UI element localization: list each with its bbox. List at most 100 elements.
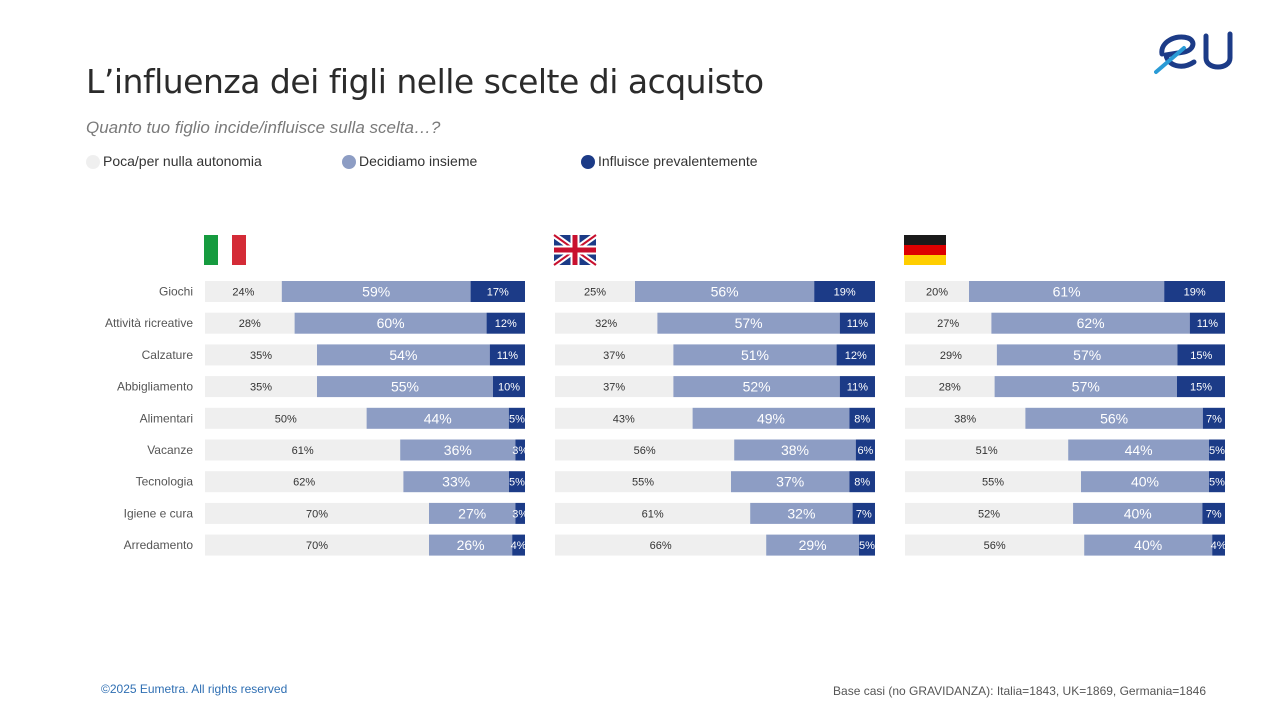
data-label: 8% [854, 413, 870, 425]
data-label: 11% [497, 350, 518, 362]
legend-item-prevalente: Influisce prevalentemente [581, 152, 758, 169]
bar-segment [205, 312, 295, 334]
stacked-bar-chart: Giochi Attività ricreative Calzature Abbigl… [105, 232, 1227, 556]
data-label: 28% [939, 382, 961, 394]
category-label: Calzature [142, 348, 194, 362]
data-label: 61% [642, 508, 664, 520]
bar-segment [555, 281, 635, 302]
bar-segment [509, 471, 525, 493]
data-label: 56% [711, 284, 739, 300]
bar-segment [512, 534, 525, 556]
bar-segment [555, 471, 731, 493]
bar-segment [1209, 439, 1225, 461]
bar-segment [905, 407, 1026, 429]
data-label: 59% [362, 284, 390, 300]
bar-segment [555, 407, 693, 429]
bar-segment [1068, 439, 1209, 461]
bar-segment [205, 281, 282, 302]
bar-segment [673, 376, 840, 398]
data-label: 7% [1206, 413, 1222, 425]
bar-segment [855, 439, 875, 461]
data-label: 44% [1125, 442, 1153, 458]
data-label: 8% [854, 477, 870, 489]
bar-segment [1189, 312, 1225, 334]
data-label: 57% [735, 315, 763, 331]
data-label: 70% [306, 540, 328, 552]
data-label: 61% [292, 445, 314, 457]
data-label: 36% [444, 442, 472, 458]
data-label: 5% [859, 540, 875, 552]
bar-segment [1209, 471, 1225, 493]
legend-label-poca: Poca/per nulla autonomia [103, 152, 262, 169]
bar-segment [839, 312, 875, 334]
bar-segment [905, 281, 969, 302]
bar-segment [508, 407, 525, 429]
data-label: 62% [1077, 315, 1105, 331]
bar-segment [849, 407, 875, 429]
data-label: 28% [239, 318, 261, 330]
bar-segment [555, 502, 751, 524]
data-label: 10% [498, 382, 520, 394]
bar-segment [205, 376, 317, 398]
chart-legend: Poca/per nulla autonomia Decidiamo insie… [0, 152, 1280, 174]
data-label: 37% [603, 382, 625, 394]
data-label: 20% [926, 287, 948, 299]
bar-segment [1177, 344, 1225, 366]
bar-segment [1025, 407, 1203, 429]
data-label: 3% [512, 445, 528, 457]
data-label: 52% [978, 508, 1000, 520]
data-label: 57% [1073, 347, 1101, 363]
data-label: 51% [976, 445, 998, 457]
data-label: 54% [389, 347, 417, 363]
data-label: 40% [1134, 537, 1162, 553]
page-title: L’influenza dei figli nelle scelte di ac… [86, 62, 764, 101]
data-label: 70% [306, 508, 328, 520]
footer-base-note: Base casi (no GRAVIDANZA): Italia=1843, … [833, 684, 1206, 698]
data-label: 26% [457, 537, 485, 553]
bar-segment [281, 281, 471, 302]
data-label: 35% [250, 350, 272, 362]
bar-segment [555, 376, 674, 398]
bar-segment [905, 534, 1085, 556]
bar-segment [657, 312, 840, 334]
data-label: 19% [834, 287, 856, 299]
bar-segment [905, 502, 1074, 524]
bar-segment [515, 439, 525, 461]
bar-segment [205, 407, 367, 429]
bar-segment [1081, 471, 1209, 493]
bar-segment [994, 376, 1177, 398]
data-label: 52% [743, 379, 771, 395]
bar-segment [1202, 502, 1225, 524]
category-label: Giochi [159, 285, 193, 299]
bar-segment [1212, 534, 1225, 556]
data-label: 29% [940, 350, 962, 362]
legend-swatch-insieme [342, 155, 356, 169]
bar-segment [317, 344, 490, 366]
data-label: 33% [442, 474, 470, 490]
data-label: 19% [1184, 287, 1206, 299]
data-label: 55% [982, 477, 1004, 489]
bar-segment [1177, 376, 1225, 398]
data-label: 40% [1124, 505, 1152, 521]
bar-segment [317, 376, 493, 398]
data-label: 57% [1072, 379, 1100, 395]
data-label: 37% [776, 474, 804, 490]
category-label: Igiene e cura [124, 506, 194, 520]
bar-segment [814, 281, 875, 302]
bar-segment [403, 471, 509, 493]
bar-segment [750, 502, 853, 524]
bar-segment [429, 502, 516, 524]
legend-label-insieme: Decidiamo insieme [359, 152, 478, 169]
bar-segment [969, 281, 1165, 302]
data-label: 27% [937, 318, 959, 330]
data-label: 12% [495, 318, 517, 330]
bar-segment [905, 376, 995, 398]
bar-segment [1084, 534, 1213, 556]
bar-segment [486, 312, 525, 334]
data-label: 55% [391, 379, 419, 395]
data-label: 6% [857, 445, 873, 457]
bar-segment [731, 471, 850, 493]
data-label: 49% [757, 410, 785, 426]
bar-segment [734, 439, 856, 461]
bar-segment [766, 534, 859, 556]
